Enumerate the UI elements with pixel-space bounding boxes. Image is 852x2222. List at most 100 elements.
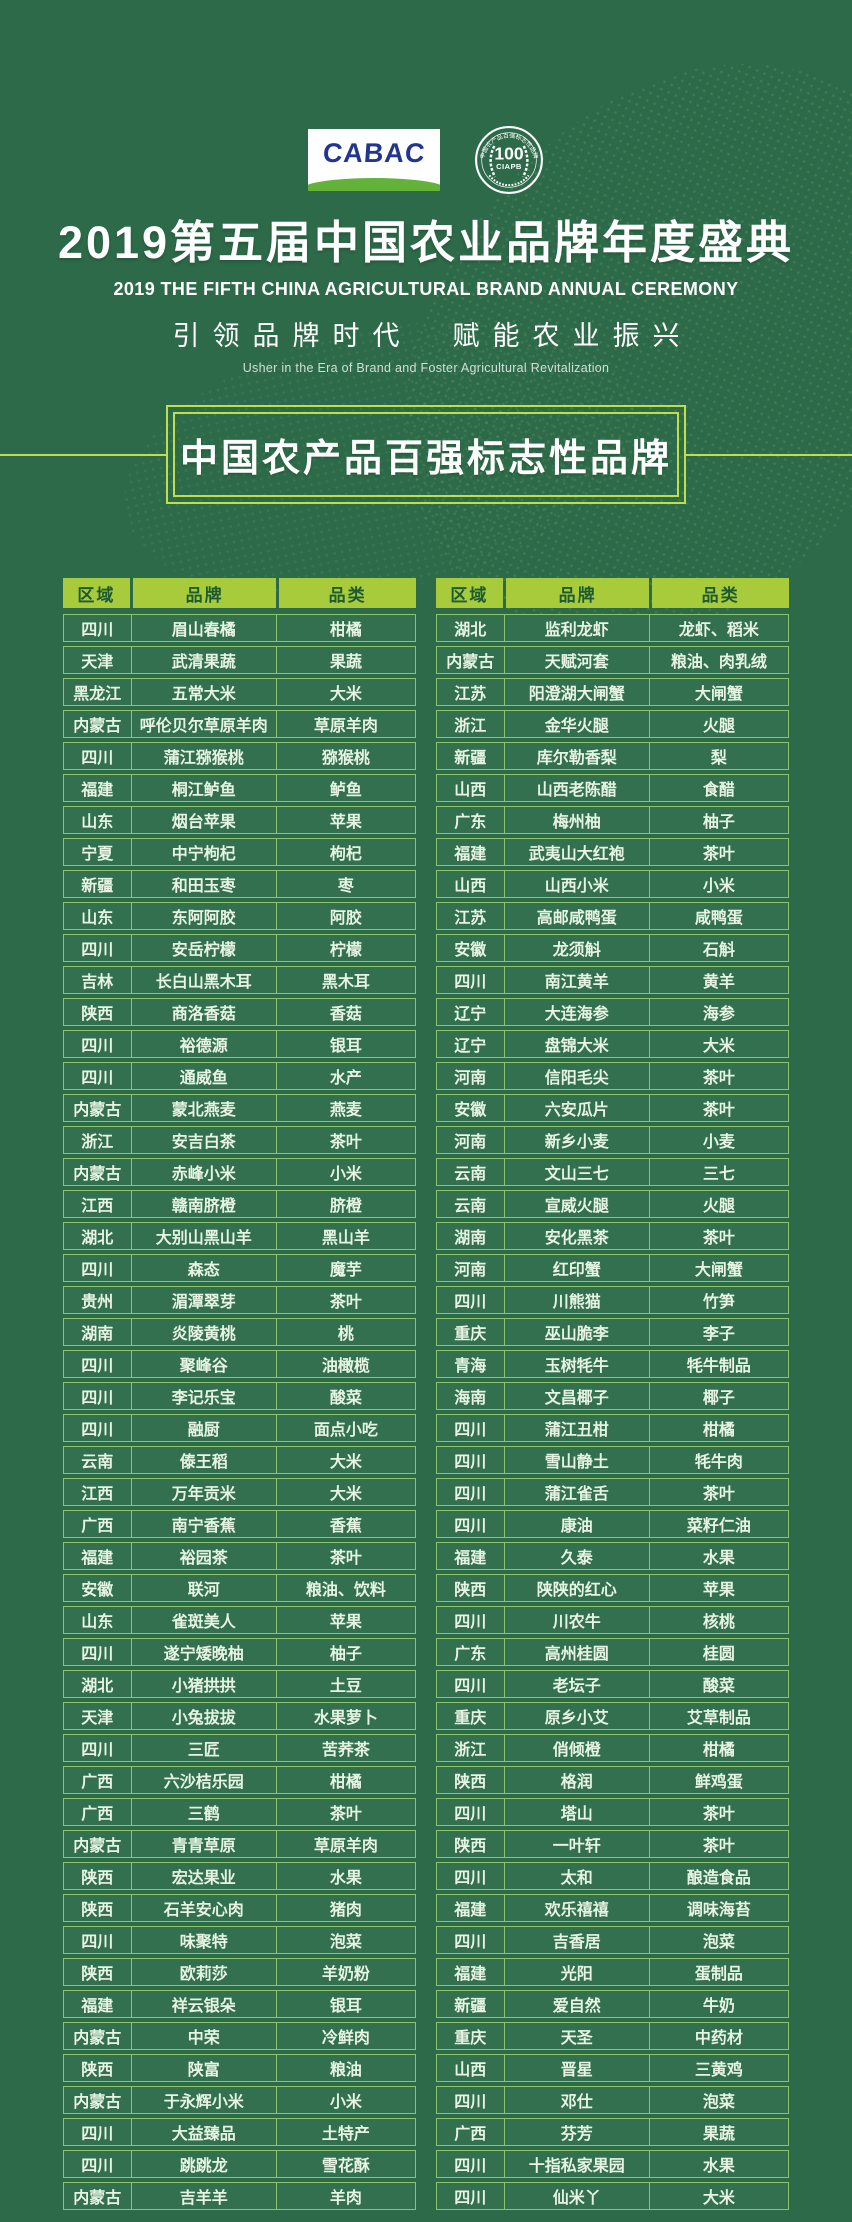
brand-cell: 大益臻品 xyxy=(132,2119,277,2145)
table-row: 湖北 大别山黑山羊 黑山羊 xyxy=(63,1222,416,1250)
brand-cell: 高州桂圆 xyxy=(505,1639,650,1665)
banner-box: 中国农产品百强标志性品牌 xyxy=(166,405,686,504)
table-row: 山东 东阿阿胶 阿胶 xyxy=(63,902,416,930)
brand-cell: 晋星 xyxy=(505,2055,650,2081)
region-cell: 河南 xyxy=(437,1255,505,1281)
region-cell: 内蒙古 xyxy=(64,2087,132,2113)
brand-cell: 祥云银朵 xyxy=(132,1991,277,2017)
brand-cell: 裕园茶 xyxy=(132,1543,277,1569)
banner-side-line-left xyxy=(0,453,166,456)
brand-cell: 雪山静土 xyxy=(505,1447,650,1473)
category-cell: 艾草制品 xyxy=(686,1710,751,1727)
table-row: 四川 川农牛 核桃 xyxy=(436,1606,789,1634)
table-row: 江苏 阳澄湖大闸蟹 大闸蟹 xyxy=(436,678,789,706)
region-cell: 内蒙古 xyxy=(64,1095,132,1121)
table-row: 山东 雀斑美人 苹果 xyxy=(63,1606,416,1634)
brand-cell: 烟台苹果 xyxy=(132,807,277,833)
category-cell: 面点小吃 xyxy=(313,1422,378,1439)
category-cell: 冷鲜肉 xyxy=(321,2030,370,2047)
table-row: 重庆 天圣 中药材 xyxy=(436,2022,789,2050)
table-row: 广东 梅州柚 柚子 xyxy=(436,806,789,834)
category-cell: 枸杞 xyxy=(329,846,362,863)
brand-cell: 天赋河套 xyxy=(505,647,650,673)
brand-cell: 陕陕的红心 xyxy=(505,1575,650,1601)
table-row: 新疆 库尔勒香梨 梨 xyxy=(436,742,789,770)
category-cell: 银耳 xyxy=(329,1998,362,2015)
category-cell: 水产 xyxy=(329,1070,362,1087)
category-cell: 魔芋 xyxy=(329,1262,362,1279)
region-cell: 重庆 xyxy=(437,1703,505,1729)
category-cell: 核桃 xyxy=(702,1614,735,1631)
brand-cell: 一叶轩 xyxy=(505,1831,650,1857)
region-cell: 福建 xyxy=(64,775,132,801)
table-row: 四川 森态 魔芋 xyxy=(63,1254,416,1282)
brand-cell: 裕德源 xyxy=(132,1031,277,1057)
region-cell: 陕西 xyxy=(437,1575,505,1601)
brand-cell: 李记乐宝 xyxy=(132,1383,277,1409)
brand-cell: 桐江鲈鱼 xyxy=(132,775,277,801)
table-row: 内蒙古 吉羊羊 羊肉 xyxy=(63,2182,416,2210)
banner-row: 中国农产品百强标志性品牌 xyxy=(0,405,852,504)
table-row: 四川 蒲江丑柑 柑橘 xyxy=(436,1414,789,1442)
brand-cell: 中宁枸杞 xyxy=(132,839,277,865)
table-row: 福建 祥云银朵 银耳 xyxy=(63,1990,416,2018)
category-cell: 银耳 xyxy=(329,1038,362,1055)
region-cell: 云南 xyxy=(64,1447,132,1473)
brand-cell: 雀斑美人 xyxy=(132,1607,277,1633)
brand-cell: 大别山黑山羊 xyxy=(132,1223,277,1249)
table-row: 天津 小兔拔拔 水果萝卜 xyxy=(63,1702,416,1730)
region-cell: 四川 xyxy=(64,1639,132,1665)
brand-cell: 太和 xyxy=(505,1863,650,1889)
brand-cell: 通威鱼 xyxy=(132,1063,277,1089)
category-cell: 大米 xyxy=(702,2190,735,2207)
brand-cell: 联河 xyxy=(132,1575,277,1601)
brand-cell: 格润 xyxy=(505,1767,650,1793)
category-cell: 茶叶 xyxy=(702,1102,735,1119)
category-cell: 茶叶 xyxy=(702,1486,735,1503)
category-cell: 菜籽仁油 xyxy=(686,1518,751,1535)
brand-cell: 芬芳 xyxy=(505,2119,650,2145)
region-cell: 四川 xyxy=(437,1479,505,1505)
brand-cell: 信阳毛尖 xyxy=(505,1063,650,1089)
table-row: 四川 味聚特 泡菜 xyxy=(63,1926,416,1954)
category-cell: 龙虾、稻米 xyxy=(678,622,759,639)
table-row: 重庆 巫山脆李 李子 xyxy=(436,1318,789,1346)
table-row: 安徽 联河 粮油、饮料 xyxy=(63,1574,416,1602)
poster-header: CABAC 中国农产品百强标志性品牌 100 CIAPB 2019第五届中国农业… xyxy=(0,0,852,375)
table-row: 浙江 金华火腿 火腿 xyxy=(436,710,789,738)
column-header-region: 区域 xyxy=(63,578,130,608)
region-cell: 内蒙古 xyxy=(64,1159,132,1185)
seal-number: 100 xyxy=(494,143,523,163)
category-cell: 脐橙 xyxy=(329,1198,362,1215)
brand-cell: 六沙桔乐园 xyxy=(132,1767,277,1793)
table-row: 四川 安岳柠檬 柠檬 xyxy=(63,934,416,962)
brand-cell: 三匠 xyxy=(132,1735,277,1761)
brand-cell: 吉香居 xyxy=(505,1927,650,1953)
region-cell: 四川 xyxy=(64,2119,132,2145)
brand-cell: 呼伦贝尔草原羊肉 xyxy=(132,711,277,737)
region-cell: 山西 xyxy=(437,2055,505,2081)
category-cell: 食醋 xyxy=(702,782,735,799)
region-cell: 四川 xyxy=(437,2151,505,2177)
region-cell: 山东 xyxy=(64,807,132,833)
brand-cell: 长白山黑木耳 xyxy=(132,967,277,993)
table-row: 宁夏 中宁枸杞 枸杞 xyxy=(63,838,416,866)
brand-cell: 融厨 xyxy=(132,1415,277,1441)
brand-cell: 巫山脆李 xyxy=(505,1319,650,1345)
brand-table-right: 区域 品牌 品类 湖北 监利龙虾 龙虾、稻米 内蒙古 天赋河套 粮油、肉乳绒 江苏 阳澄湖大闸… xyxy=(436,578,789,2214)
brand-cell: 安化黑茶 xyxy=(505,1223,650,1249)
region-cell: 四川 xyxy=(437,1511,505,1537)
region-cell: 四川 xyxy=(437,1607,505,1633)
region-cell: 河南 xyxy=(437,1063,505,1089)
region-cell: 四川 xyxy=(437,1415,505,1441)
table-row: 四川 南江黄羊 黄羊 xyxy=(436,966,789,994)
region-cell: 四川 xyxy=(64,1415,132,1441)
table-row: 黑龙江 五常大米 大米 xyxy=(63,678,416,706)
region-cell: 山西 xyxy=(437,775,505,801)
logo-row: CABAC 中国农产品百强标志性品牌 100 CIAPB xyxy=(0,126,852,194)
brand-cell: 小猪拱拱 xyxy=(132,1671,277,1697)
region-cell: 湖北 xyxy=(437,615,505,641)
brand-cell: 欧莉莎 xyxy=(132,1959,277,1985)
category-cell: 茶叶 xyxy=(329,1806,362,1823)
table-row: 四川 雪山静土 牦牛肉 xyxy=(436,1446,789,1474)
